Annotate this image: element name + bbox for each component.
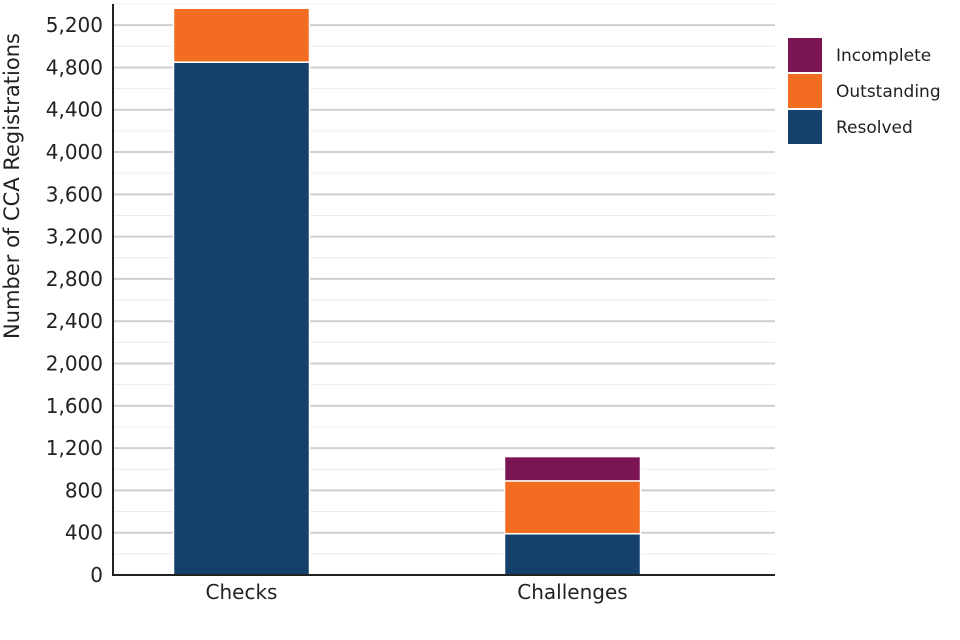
- y-tick-label: 2,400: [46, 309, 103, 333]
- y-tick-label: 3,200: [46, 225, 103, 249]
- y-tick-label: 0: [90, 563, 103, 587]
- bar-segment-resolved-checks: [172, 61, 311, 576]
- bar-segment-resolved-challenges: [503, 533, 642, 576]
- y-tick-labels: 0 400 800 1,200 1,600 2,000 2,400 2,800 3,200 3,6…: [46, 13, 103, 587]
- bar-segment-outstanding-checks: [172, 7, 311, 63]
- bars: [172, 7, 642, 576]
- legend-swatch-incomplete: [788, 38, 822, 72]
- bar-segment-outstanding-challenges: [503, 480, 642, 535]
- y-tick-label: 4,400: [46, 98, 103, 122]
- y-tick-label: 4,800: [46, 55, 103, 79]
- axes: [112, 4, 775, 576]
- y-tick-label: 2,800: [46, 267, 103, 291]
- legend-label-outstanding: Outstanding: [836, 82, 941, 102]
- y-tick-label: 800: [65, 478, 103, 502]
- legend-label-incomplete: Incomplete: [836, 46, 931, 66]
- y-tick-label: 1,200: [46, 436, 103, 460]
- x-tick-labels: Checks Challenges: [206, 580, 628, 604]
- y-tick-label: 4,000: [46, 140, 103, 164]
- y-tick-label: 3,600: [46, 182, 103, 206]
- legend-swatch-outstanding: [788, 74, 822, 108]
- legend: Incomplete Outstanding Resolved: [788, 38, 941, 144]
- legend-label-resolved: Resolved: [836, 118, 913, 138]
- y-tick-label: 1,600: [46, 394, 103, 418]
- y-tick-label: 2,000: [46, 352, 103, 376]
- x-tick-label: Challenges: [517, 580, 627, 604]
- y-tick-label: 5,200: [46, 13, 103, 37]
- y-axis-title: Number of CCA Registrations: [0, 33, 24, 339]
- bar-segment-incomplete-challenges: [503, 455, 642, 482]
- y-tick-label: 400: [65, 521, 103, 545]
- legend-swatch-resolved: [788, 110, 822, 144]
- x-tick-label: Checks: [206, 580, 278, 604]
